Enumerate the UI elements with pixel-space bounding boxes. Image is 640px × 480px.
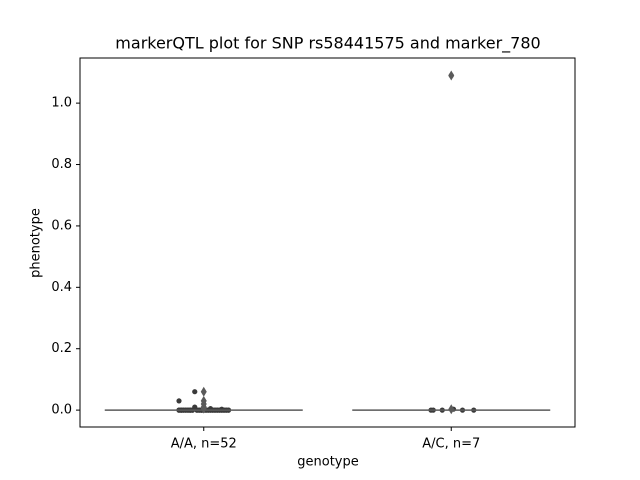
x-tick-label: A/A, n=52 bbox=[171, 437, 237, 452]
y-tick-label: 0.8 bbox=[51, 157, 72, 172]
x-tick-label: A/C, n=7 bbox=[422, 437, 480, 452]
plot-frame bbox=[79, 57, 576, 428]
y-axis-label: phenotype bbox=[29, 208, 44, 278]
flier bbox=[448, 70, 455, 81]
y-tick-label: 0.6 bbox=[51, 218, 72, 233]
y-tick-label: 0.4 bbox=[51, 280, 72, 295]
y-tick-label: 1.0 bbox=[51, 96, 72, 111]
flier bbox=[200, 386, 207, 397]
strip-point bbox=[192, 389, 198, 395]
x-axis-label: genotype bbox=[297, 455, 358, 470]
chart-title: markerQTL plot for SNP rs58441575 and ma… bbox=[115, 34, 540, 54]
flier bbox=[200, 403, 207, 414]
strip-point bbox=[219, 406, 225, 412]
y-tick-label: 0.0 bbox=[51, 403, 72, 418]
y-tick-label: 0.2 bbox=[51, 341, 72, 356]
strip-point bbox=[176, 398, 182, 404]
flier bbox=[448, 404, 455, 415]
